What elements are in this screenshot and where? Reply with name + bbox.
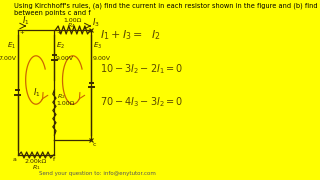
Text: $I_3$: $I_3$ <box>92 16 100 28</box>
Text: Using Kirchhoff's rules, (a) find the current in each resistor shown in the figu: Using Kirchhoff's rules, (a) find the cu… <box>14 2 320 15</box>
Text: +: + <box>19 30 24 35</box>
Text: $I_1 + I_3 = \ \ I_2$: $I_1 + I_3 = \ \ I_2$ <box>100 28 161 42</box>
Text: 9.00V: 9.00V <box>93 56 111 61</box>
Text: $R_2$: $R_2$ <box>57 92 65 101</box>
Text: $70 - 4I_3 - 3I_2 = 0$: $70 - 4I_3 - 3I_2 = 0$ <box>100 95 183 109</box>
Text: $10 - 3I_2 - 2I_1 = 0$: $10 - 3I_2 - 2I_1 = 0$ <box>100 62 183 76</box>
Text: Send your question to: info@enytutor.com: Send your question to: info@enytutor.com <box>39 171 156 176</box>
Text: $E_2$: $E_2$ <box>56 41 65 51</box>
Text: 9.00V: 9.00V <box>56 56 74 61</box>
Text: $R_1$: $R_1$ <box>32 163 40 172</box>
Text: 7.00V: 7.00V <box>0 56 17 61</box>
Text: +: + <box>56 30 61 35</box>
Text: f: f <box>53 157 55 162</box>
Text: $E_3$: $E_3$ <box>93 41 102 51</box>
Text: a: a <box>12 157 17 162</box>
Text: $I_1$: $I_1$ <box>33 86 41 98</box>
Text: c: c <box>92 142 96 147</box>
Text: 1.00Ω: 1.00Ω <box>57 101 75 106</box>
Text: $R_4$: $R_4$ <box>68 21 76 30</box>
Text: $E_1$: $E_1$ <box>7 41 16 51</box>
Text: 2.00kΩ: 2.00kΩ <box>25 159 47 164</box>
Text: 1.00Ω: 1.00Ω <box>64 18 82 23</box>
Text: $I_1$: $I_1$ <box>22 14 29 26</box>
